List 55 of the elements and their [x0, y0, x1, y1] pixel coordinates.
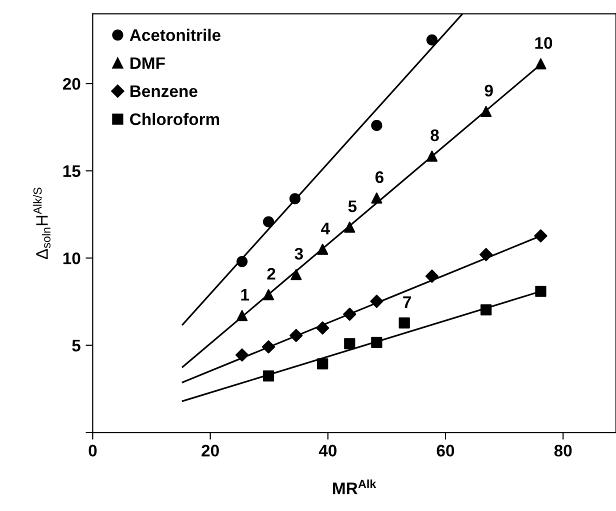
- point: [262, 370, 274, 382]
- point: [425, 270, 439, 283]
- annotation: 8: [430, 129, 439, 142]
- annotation: 9: [484, 84, 493, 97]
- point: [316, 321, 330, 335]
- x-tick-label: 0: [88, 444, 97, 457]
- legend-label: Benzene: [130, 85, 198, 98]
- annotation: 4: [321, 222, 330, 234]
- point: [344, 222, 356, 233]
- y-tick-label: 15: [63, 165, 80, 178]
- point: [262, 289, 274, 300]
- point: [371, 336, 382, 348]
- point: [371, 120, 382, 132]
- annotation: 2: [267, 268, 276, 280]
- x-tick-label: 60: [436, 444, 454, 457]
- point: [262, 216, 274, 228]
- point: [262, 340, 276, 354]
- annotation: 6: [375, 171, 384, 184]
- point: [344, 338, 356, 350]
- point: [317, 358, 328, 370]
- point: [426, 150, 438, 162]
- point: [370, 294, 384, 308]
- legend-label: Chloroform: [130, 112, 220, 126]
- point: [235, 348, 249, 362]
- y-tick-label: 10: [63, 252, 80, 264]
- point: [289, 193, 301, 204]
- point: [317, 244, 328, 255]
- point: [426, 34, 438, 46]
- point: [236, 256, 248, 268]
- y-tick-label: 20: [62, 78, 80, 90]
- point: [480, 106, 492, 118]
- annotation: 5: [348, 200, 357, 212]
- legend-label: Acetonitrile: [130, 28, 220, 42]
- point: [371, 192, 382, 204]
- x-tick-label: 80: [554, 444, 572, 457]
- y-tick-label: 5: [72, 340, 80, 352]
- point: [535, 286, 546, 297]
- point: [236, 310, 248, 322]
- legend-label: DMF: [130, 57, 165, 69]
- annotation: 7: [403, 296, 412, 308]
- point: [479, 248, 493, 262]
- annotation: 10: [535, 37, 552, 49]
- x-tick-label: 20: [202, 444, 219, 457]
- x-tick-label: 40: [318, 444, 336, 457]
- point: [535, 58, 546, 70]
- point: [343, 308, 356, 321]
- point: [398, 317, 410, 329]
- y-axis-title: Δ$_{soln}$H$^{Alk/S}$: [33, 188, 51, 260]
- point: [290, 328, 303, 342]
- point: [290, 269, 302, 280]
- x-axis-title: MR$^{Alk}$: [333, 479, 376, 494]
- point: [480, 304, 492, 316]
- point: [534, 229, 548, 242]
- annotation: 1: [241, 289, 249, 300]
- annotation: 3: [294, 248, 303, 260]
